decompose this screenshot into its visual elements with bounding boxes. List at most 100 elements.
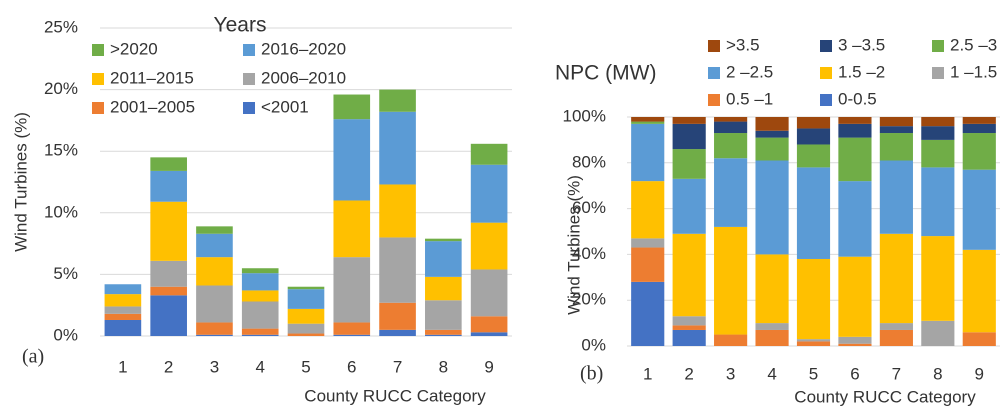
bar-segment xyxy=(838,117,872,124)
legend-swatch xyxy=(932,40,944,52)
bar-segment xyxy=(425,241,462,277)
x-tick-label: 3 xyxy=(210,357,219,376)
x-tick-label: 6 xyxy=(850,364,859,383)
bar-segment xyxy=(287,333,325,336)
bar-segment xyxy=(838,343,872,346)
bar-segment xyxy=(333,200,371,258)
bar-segment xyxy=(838,181,872,257)
bar-segment xyxy=(150,260,187,287)
bar-segment xyxy=(104,284,142,295)
bar-segment xyxy=(672,316,706,326)
bar-segment xyxy=(796,341,831,346)
bar-segment xyxy=(921,117,955,127)
legend-label: 2011–2015 xyxy=(110,68,194,87)
bar-segment xyxy=(425,300,462,330)
bar-segment xyxy=(196,226,233,234)
bar-segment xyxy=(379,89,416,112)
x-tick-label: 7 xyxy=(892,364,901,383)
bar-segment xyxy=(631,181,665,239)
bar-segment xyxy=(150,295,187,336)
bar-segment xyxy=(921,236,955,321)
bar-segment xyxy=(379,302,416,330)
bar-segment xyxy=(150,157,187,171)
bar-segment xyxy=(333,257,371,323)
y-tick-label: 40% xyxy=(572,244,606,263)
bar-segment xyxy=(333,119,371,201)
bar-segment xyxy=(287,323,325,334)
y-tick-label: 5% xyxy=(53,264,78,283)
bar-segment xyxy=(755,130,789,138)
bar-segment xyxy=(796,128,831,145)
panel-label: (b) xyxy=(580,363,603,385)
bar-segment xyxy=(470,143,508,165)
bar-segment xyxy=(921,126,955,140)
legend-label: 2 –2.5 xyxy=(726,62,773,81)
legend-label: 1.5 –2 xyxy=(838,62,885,81)
x-tick-label: 8 xyxy=(439,357,448,376)
bar-segment xyxy=(672,178,706,234)
legend-swatch xyxy=(92,44,104,56)
legend-label: 2006–2010 xyxy=(261,68,346,87)
bar-segment xyxy=(196,257,233,286)
x-tick-label: 9 xyxy=(484,357,493,376)
bar-segment xyxy=(672,233,706,317)
bar-segment xyxy=(104,306,142,314)
bar-segment xyxy=(241,301,279,329)
legend-swatch xyxy=(243,102,255,114)
bar-segment xyxy=(333,334,371,336)
bar-segment xyxy=(962,133,996,170)
bar-segment xyxy=(379,111,416,185)
bar-segment xyxy=(962,169,996,250)
bar-segment xyxy=(379,184,416,238)
bar-segment xyxy=(796,258,831,340)
bar-segment xyxy=(470,332,508,336)
y-tick-label: 20% xyxy=(44,79,78,98)
bar-segment xyxy=(714,121,748,134)
bar-segment xyxy=(921,139,955,168)
bar-segment xyxy=(838,256,872,337)
bar-segment xyxy=(879,233,913,324)
bar-segment xyxy=(714,133,748,159)
y-tick-label: 25% xyxy=(44,17,78,36)
bar-segment xyxy=(714,117,748,122)
bar-segment xyxy=(962,332,996,346)
y-tick-label: 80% xyxy=(572,152,606,171)
bar-segment xyxy=(241,334,279,336)
x-tick-label: 6 xyxy=(347,357,356,376)
y-axis-label: Wind Turbines (%) xyxy=(11,112,30,252)
y-tick-label: 100% xyxy=(563,106,606,125)
bar-segment xyxy=(150,170,187,202)
legend-label: <2001 xyxy=(261,97,309,116)
bar-segment xyxy=(838,123,872,138)
bar-segment xyxy=(287,308,325,324)
bar-segment xyxy=(333,94,371,120)
y-tick-label: 10% xyxy=(44,202,78,221)
x-tick-label: 8 xyxy=(933,364,942,383)
bar-segment xyxy=(196,233,233,258)
bar-segment xyxy=(755,329,789,346)
bar-segment xyxy=(879,329,913,346)
bar-segment xyxy=(379,329,416,336)
bar-segment xyxy=(631,281,665,346)
bar-segment xyxy=(796,167,831,259)
y-tick-label: 15% xyxy=(44,141,78,160)
bar-segment xyxy=(714,158,748,227)
bar-segment xyxy=(425,329,462,335)
bar-segment xyxy=(755,137,789,161)
bar-segment xyxy=(196,334,233,336)
bar-segment xyxy=(470,222,508,270)
bar-segment xyxy=(196,322,233,335)
bar-segment xyxy=(879,160,913,234)
bar-segment xyxy=(796,117,831,129)
legend-label: 3 –3.5 xyxy=(838,35,885,54)
bar-segment xyxy=(470,269,508,317)
bar-segment xyxy=(755,323,789,330)
legend-label: 2.5 –3 xyxy=(950,35,997,54)
legend-swatch xyxy=(92,102,104,114)
legend-swatch xyxy=(932,67,944,79)
bar-segment xyxy=(714,226,748,335)
bar-segment xyxy=(879,323,913,330)
legend-label: 2016–2020 xyxy=(261,39,346,58)
bar-segment xyxy=(425,238,462,242)
